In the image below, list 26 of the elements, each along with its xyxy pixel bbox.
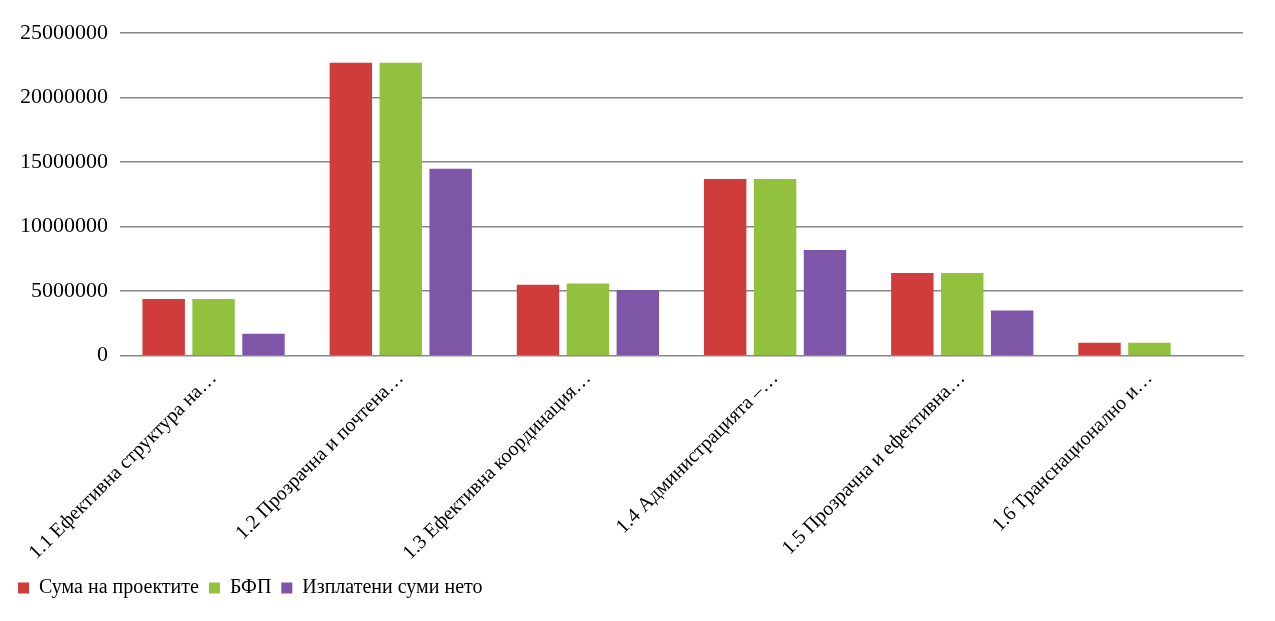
bar [616,289,660,355]
bar [891,273,934,355]
bar [142,298,185,355]
y-tick-label: 20000000 [20,83,108,109]
bar [703,178,747,355]
bar [379,62,422,355]
bar [803,249,847,355]
legend-label: БФП [229,575,272,598]
y-tick-label: 25000000 [20,18,108,44]
bar [1128,342,1171,355]
bar [753,178,797,355]
legend-label: Изплатени суми нето [302,575,483,599]
legend-label: Сума на проектите [39,575,200,599]
y-tick-label: 0 [97,341,108,367]
bar [192,298,235,355]
bar [990,310,1034,355]
y-tick-label: 5000000 [31,276,108,302]
y-tick-label: 10000000 [20,212,108,238]
bar [329,62,373,355]
bar [429,168,472,355]
bar [1078,342,1121,355]
y-tick-label: 15000000 [20,147,108,173]
bar [566,283,610,355]
bar [516,284,560,355]
bar [242,333,285,355]
bar [941,273,984,355]
